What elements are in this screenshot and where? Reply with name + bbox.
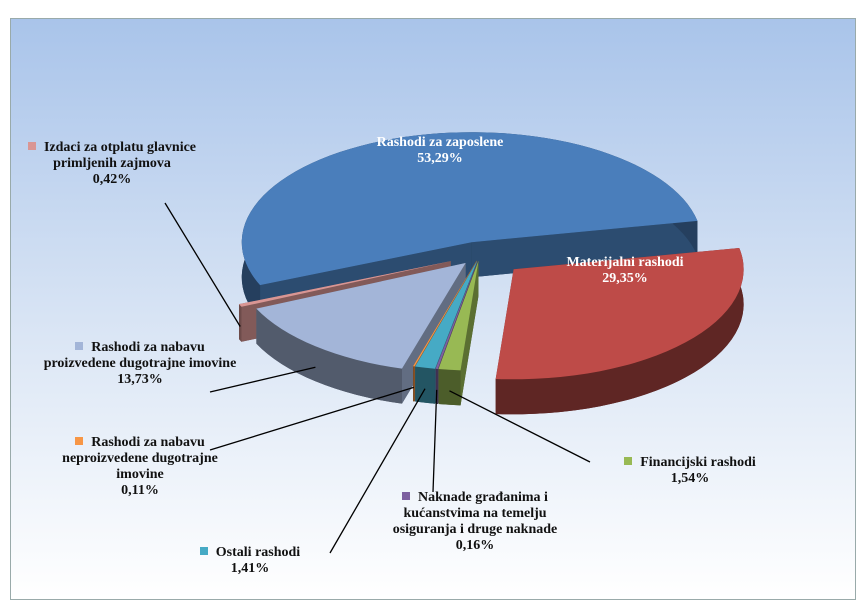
- legend-swatch: [27, 142, 36, 150]
- slice-side: [413, 366, 415, 402]
- slice-side: [495, 247, 744, 415]
- slice-side: [238, 304, 242, 342]
- data-label: Financijski rashodi 1,54%: [600, 455, 780, 487]
- data-label: Materijalni rashodi 29,35%: [540, 255, 710, 287]
- label-name: Rashodi za nabavu neproizvedene dugotraj…: [62, 435, 218, 482]
- label-value: 53,29%: [417, 151, 463, 166]
- data-label: Rashodi za nabavu neproizvedene dugotraj…: [45, 435, 235, 499]
- label-value: 29,35%: [602, 271, 648, 286]
- label-name: Izdaci za otplatu glavnice primljenih za…: [43, 140, 197, 171]
- leader-line: [329, 388, 426, 554]
- label-value: 1,41%: [230, 561, 270, 576]
- data-label: Ostali rashodi 1,41%: [175, 545, 325, 577]
- leader-line: [432, 389, 438, 493]
- leader-line: [209, 366, 316, 393]
- slice: [438, 260, 479, 371]
- label-value: 1,54%: [670, 471, 710, 486]
- legend-swatch: [624, 457, 633, 465]
- label-name: Financijski rashodi: [640, 455, 756, 470]
- data-label: Naknade građanima i kućanstvima na temel…: [390, 490, 560, 554]
- label-name: Naknade građanima i kućanstvima na temel…: [392, 490, 558, 537]
- legend-swatch: [402, 492, 411, 500]
- label-name: Rashodi za zaposlene: [376, 135, 504, 150]
- slice: [435, 260, 478, 369]
- leader-line: [209, 386, 415, 451]
- slice-side: [415, 366, 435, 404]
- slice: [241, 132, 698, 286]
- legend-swatch: [75, 437, 84, 445]
- slice: [495, 247, 744, 380]
- slice: [256, 262, 466, 369]
- slice: [413, 260, 477, 367]
- label-value: 13,73%: [117, 372, 163, 387]
- label-value: 0,16%: [455, 538, 495, 553]
- data-label: Rashodi za nabavu proizvedene dugotrajne…: [40, 340, 240, 388]
- legend-swatch: [75, 342, 84, 350]
- data-label: Rashodi za zaposlene 53,29%: [340, 135, 540, 167]
- legend-swatch: [199, 547, 208, 555]
- leader-line: [164, 202, 241, 327]
- label-name: Ostali rashodi: [215, 545, 301, 560]
- data-label: Izdaci za otplatu glavnice primljenih za…: [27, 140, 197, 188]
- slice-side: [438, 369, 461, 406]
- slice-side: [256, 308, 402, 404]
- slice: [415, 260, 478, 369]
- label-value: 0,11%: [121, 483, 159, 498]
- label-value: 0,42%: [92, 172, 132, 187]
- slice: [238, 261, 451, 307]
- label-name: Materijalni rashodi: [566, 255, 684, 270]
- label-name: Rashodi za nabavu proizvedene dugotrajne…: [43, 340, 237, 371]
- leader-line: [449, 390, 591, 463]
- slice-wall: [471, 220, 698, 278]
